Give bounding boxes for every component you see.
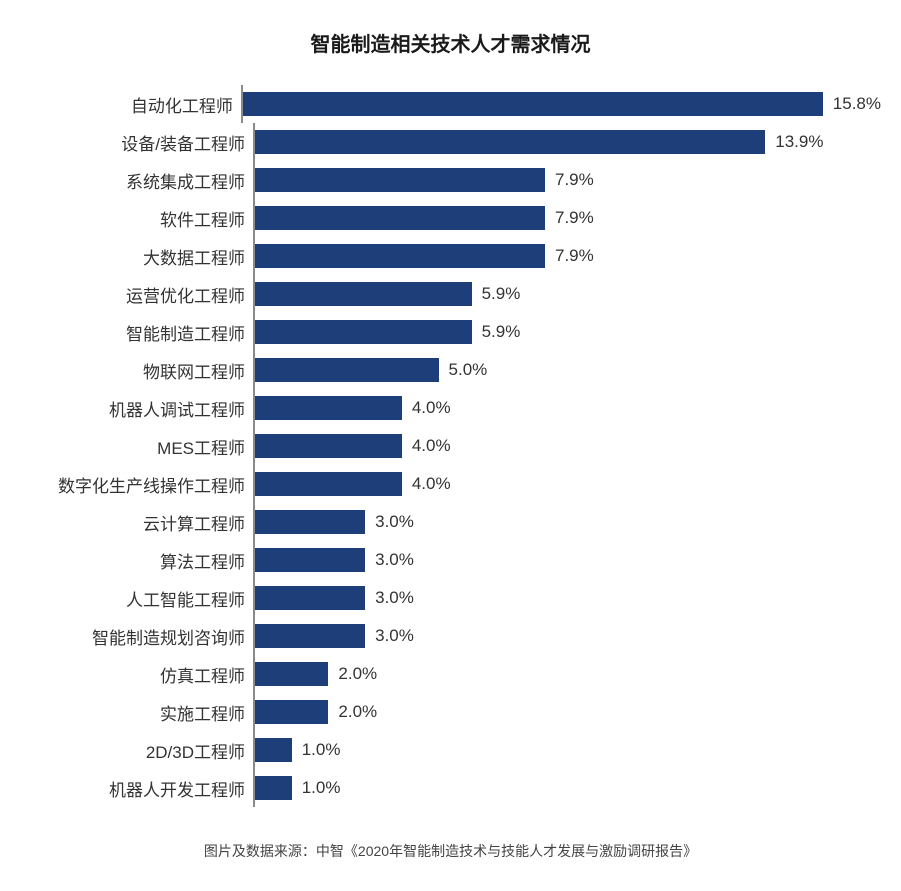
category-label: 数字化生产线操作工程师	[20, 472, 253, 497]
bar-area: 3.0%	[255, 586, 881, 610]
bar	[255, 700, 328, 724]
chart-title: 智能制造相关技术人才需求情况	[20, 28, 881, 57]
chart-row: MES工程师 4.0%	[20, 427, 881, 465]
chart-row: 数字化生产线操作工程师 4.0%	[20, 465, 881, 503]
bar	[255, 662, 328, 686]
chart-row: 物联网工程师 5.0%	[20, 351, 881, 389]
bar-area: 1.0%	[255, 776, 881, 800]
bar-area: 4.0%	[255, 434, 881, 458]
category-label: MES工程师	[20, 434, 253, 459]
bar-area: 2.0%	[255, 700, 881, 724]
chart-container: 智能制造相关技术人才需求情况 自动化工程师 15.8% 设备/装备工程师 13.9% 系…	[0, 0, 901, 891]
bar	[255, 472, 402, 496]
chart-row: 系统集成工程师 7.9%	[20, 161, 881, 199]
bar-area: 5.9%	[255, 320, 881, 344]
category-label: 大数据工程师	[20, 244, 253, 269]
bar	[255, 206, 545, 230]
bar-area: 2.0%	[255, 662, 881, 686]
bar-area: 7.9%	[255, 206, 881, 230]
category-label: 机器人开发工程师	[20, 776, 253, 801]
bar	[255, 130, 765, 154]
value-label: 13.9%	[775, 132, 823, 152]
bar-area: 3.0%	[255, 510, 881, 534]
category-label: 算法工程师	[20, 548, 253, 573]
bar	[243, 92, 823, 116]
category-label: 自动化工程师	[20, 92, 241, 117]
value-label: 2.0%	[338, 702, 377, 722]
chart-rows: 自动化工程师15.8%设备/装备工程师13.9%系统集成工程师7.9%软件工程师…	[20, 85, 881, 807]
chart-row: 仿真工程师 2.0%	[20, 655, 881, 693]
bar	[255, 586, 365, 610]
value-label: 15.8%	[833, 94, 881, 114]
bar	[255, 282, 472, 306]
bar	[255, 510, 365, 534]
chart-row: 算法工程师 3.0%	[20, 541, 881, 579]
bar	[255, 320, 472, 344]
value-label: 3.0%	[375, 626, 414, 646]
bar-area: 1.0%	[255, 738, 881, 762]
chart-row: 机器人调试工程师 4.0%	[20, 389, 881, 427]
bar-area: 7.9%	[255, 244, 881, 268]
bar	[255, 244, 545, 268]
value-label: 3.0%	[375, 512, 414, 532]
bar	[255, 548, 365, 572]
value-label: 5.0%	[449, 360, 488, 380]
value-label: 7.9%	[555, 246, 594, 266]
value-label: 7.9%	[555, 208, 594, 228]
bar	[255, 168, 545, 192]
value-label: 7.9%	[555, 170, 594, 190]
value-label: 1.0%	[302, 778, 341, 798]
chart-source: 图片及数据来源：中智《2020年智能制造技术与技能人才发展与激励调研报告》	[20, 841, 881, 861]
category-label: 云计算工程师	[20, 510, 253, 535]
chart-row: 2D/3D工程师 1.0%	[20, 731, 881, 769]
bar-area: 3.0%	[255, 548, 881, 572]
chart-row: 智能制造工程师 5.9%	[20, 313, 881, 351]
category-label: 物联网工程师	[20, 358, 253, 383]
chart-row: 人工智能工程师 3.0%	[20, 579, 881, 617]
category-label: 实施工程师	[20, 700, 253, 725]
category-label: 运营优化工程师	[20, 282, 253, 307]
value-label: 4.0%	[412, 398, 451, 418]
bar-area: 13.9%	[255, 130, 881, 154]
bar	[255, 624, 365, 648]
bar	[255, 738, 292, 762]
value-label: 5.9%	[482, 284, 521, 304]
bar-area: 4.0%	[255, 396, 881, 420]
bar-area: 15.8%	[243, 92, 881, 116]
bar	[255, 434, 402, 458]
chart-row: 实施工程师 2.0%	[20, 693, 881, 731]
chart-row: 自动化工程师 15.8%	[20, 85, 881, 123]
chart-row: 设备/装备工程师 13.9%	[20, 123, 881, 161]
category-label: 仿真工程师	[20, 662, 253, 687]
chart-row: 运营优化工程师 5.9%	[20, 275, 881, 313]
value-label: 4.0%	[412, 474, 451, 494]
bar	[255, 776, 292, 800]
bar-area: 7.9%	[255, 168, 881, 192]
chart-row: 大数据工程师 7.9%	[20, 237, 881, 275]
bar	[255, 396, 402, 420]
bar-area: 4.0%	[255, 472, 881, 496]
value-label: 3.0%	[375, 588, 414, 608]
chart-row: 机器人开发工程师 1.0%	[20, 769, 881, 807]
chart-row: 软件工程师 7.9%	[20, 199, 881, 237]
category-label: 机器人调试工程师	[20, 396, 253, 421]
value-label: 1.0%	[302, 740, 341, 760]
category-label: 设备/装备工程师	[20, 130, 253, 155]
category-label: 2D/3D工程师	[20, 738, 253, 763]
bar-area: 5.9%	[255, 282, 881, 306]
chart-row: 云计算工程师 3.0%	[20, 503, 881, 541]
value-label: 4.0%	[412, 436, 451, 456]
category-label: 系统集成工程师	[20, 168, 253, 193]
bar-area: 5.0%	[255, 358, 881, 382]
value-label: 5.9%	[482, 322, 521, 342]
value-label: 2.0%	[338, 664, 377, 684]
category-label: 人工智能工程师	[20, 586, 253, 611]
category-label: 智能制造工程师	[20, 320, 253, 345]
value-label: 3.0%	[375, 550, 414, 570]
bar	[255, 358, 439, 382]
category-label: 软件工程师	[20, 206, 253, 231]
category-label: 智能制造规划咨询师	[20, 624, 253, 649]
bar-area: 3.0%	[255, 624, 881, 648]
chart-row: 智能制造规划咨询师 3.0%	[20, 617, 881, 655]
